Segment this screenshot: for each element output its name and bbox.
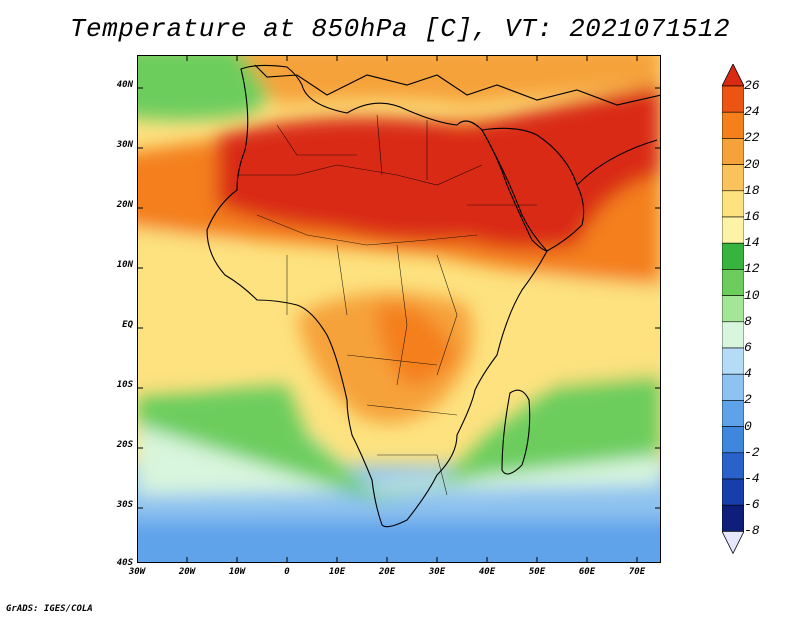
lon-label-20w: 20W (178, 567, 196, 577)
grads-credit: GrADS: IGES/COLA (6, 604, 93, 614)
field-green-south (137, 375, 661, 500)
coastlines (206, 64, 661, 528)
colorbar-tick-label: 8 (744, 313, 752, 329)
colorbar-tick-label: -2 (744, 444, 760, 460)
lon-label-40e: 40E (478, 567, 496, 577)
colorbar-segment (722, 216, 744, 244)
colorbar-tick-label: 4 (744, 366, 752, 382)
field-cool-north (137, 55, 279, 120)
colorbar-segment (722, 242, 744, 270)
colorbar-tick-label: 6 (744, 340, 752, 355)
lon-label-0: 0 (284, 567, 290, 577)
field-mild-north (243, 55, 661, 105)
colorbar-tick-label: -4 (744, 471, 760, 486)
country-borders (237, 114, 537, 496)
colorbar-segment (722, 347, 744, 375)
colorbar-tick-label: 24 (744, 104, 760, 120)
field-warm-east (377, 303, 457, 385)
lat-label-20n: 20N (116, 200, 133, 210)
lat-label-40n: 40N (116, 80, 133, 90)
colorbar-segment (722, 85, 744, 113)
lat-label-eq: EQ (122, 320, 133, 330)
colorbar-segment (722, 321, 744, 349)
colorbar-segment (722, 452, 744, 480)
temperature-map (137, 55, 661, 563)
colorbar-tick-label: 10 (744, 287, 760, 303)
colorbar-tick-label: 0 (744, 418, 752, 434)
lon-label-70e: 70E (628, 567, 646, 577)
colorbar-segment (722, 400, 744, 427)
colorbar-segment (722, 269, 744, 296)
lat-label-40s: 40S (116, 558, 133, 568)
colorbar-tick-label: -6 (744, 497, 760, 513)
lon-label-50e: 50E (528, 567, 546, 577)
colorbar-tick-label: 14 (744, 235, 760, 251)
colorbar-segment (722, 190, 744, 218)
colorbar-segment (722, 373, 744, 401)
map-frame (137, 55, 661, 563)
lon-label-10w: 10W (228, 567, 246, 577)
lat-label-20s: 20S (116, 440, 133, 450)
colorbar-segment (722, 504, 744, 532)
map-title: Temperature at 850hPa [C], VT: 202107151… (69, 14, 731, 44)
colorbar-segment (722, 164, 744, 192)
colorbar-tick-label: 18 (744, 182, 760, 198)
lat-label-30s: 30S (116, 500, 133, 510)
lon-label-20e: 20E (378, 567, 396, 577)
lon-label-60e: 60E (578, 567, 596, 577)
map-ticks (137, 55, 661, 563)
lat-label-30n: 30N (116, 140, 133, 150)
colorbar-segment (722, 295, 744, 323)
lon-label-30w: 30W (128, 567, 146, 577)
colorbar-segment (722, 138, 744, 165)
field-yellow-atlantic (137, 228, 257, 385)
colorbar-segment (722, 426, 744, 454)
colorbar-tick-label: 26 (744, 78, 760, 93)
lon-label-30e: 30E (428, 567, 446, 577)
colorbar-tick-label: -8 (744, 523, 760, 539)
colorbar-segment (722, 111, 744, 139)
colorbar-tick-label: 12 (744, 261, 760, 277)
colorbar-tick-label: 22 (744, 130, 760, 146)
colorbar (722, 64, 744, 555)
field-yellow-indian (517, 275, 661, 385)
lat-label-10n: 10N (116, 260, 133, 270)
lon-label-10e: 10E (328, 567, 346, 577)
colorbar-tick-label: 16 (744, 209, 760, 224)
lat-label-10s: 10S (116, 380, 133, 390)
field-hot-sahara (217, 85, 661, 249)
colorbar-tick-label: 2 (744, 392, 752, 408)
colorbar-tick-label: 20 (744, 156, 760, 172)
colorbar-segment (722, 478, 744, 506)
colorbar-top-arrow (722, 64, 744, 87)
colorbar-bottom-arrow (722, 530, 744, 555)
